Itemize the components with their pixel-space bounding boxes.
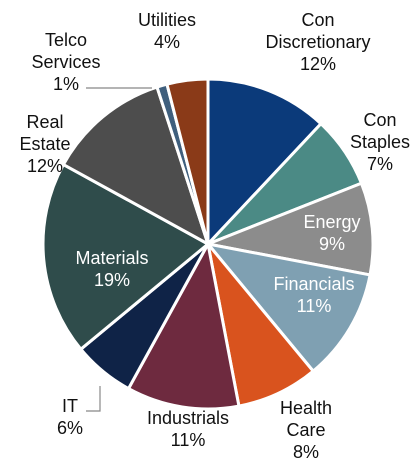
label-health-care: Health Care 8% [280, 398, 332, 462]
label-name-line: Materials [75, 248, 148, 268]
label-name-line: Financials [273, 274, 354, 294]
slice-con-discretionary [206, 77, 323, 246]
label-value: 11% [171, 430, 206, 450]
label-con-staples: Con Staples 7% [350, 110, 410, 174]
slice-utilities [165, 77, 210, 246]
label-con-discretionary: Con Discretionary 12% [265, 10, 370, 74]
label-value: 6% [57, 418, 83, 438]
label-value: 8% [293, 442, 319, 462]
label-utilities: Utilities 4% [138, 10, 196, 52]
label-name-line: Staples [350, 132, 410, 152]
label-value: 11% [297, 296, 332, 316]
label-name-line: Estate [19, 134, 70, 154]
label-name-line: Telco [45, 30, 87, 50]
label-value: 12% [27, 156, 63, 176]
label-name-line: Care [286, 420, 325, 440]
label-materials: Materials 19% [75, 248, 148, 290]
label-name-line: Con [363, 110, 396, 130]
slice-real-estate [61, 85, 210, 246]
label-value: 12% [300, 54, 336, 74]
label-value: 9% [319, 234, 345, 254]
label-name-line: Services [31, 52, 100, 72]
label-name-line: Discretionary [265, 32, 370, 52]
label-name-line: Energy [303, 212, 360, 232]
slice-energy [206, 181, 375, 277]
label-name-line: Con [301, 10, 334, 30]
slice-financials [206, 242, 372, 373]
label-name-line: Real [26, 112, 63, 132]
slice-industrials [127, 242, 241, 411]
leader-lines [86, 87, 152, 412]
label-value: 7% [367, 154, 393, 174]
label-name-line: Industrials [147, 408, 229, 428]
label-industrials: Industrials 11% [147, 408, 229, 450]
label-financials: Financials 11% [273, 274, 354, 316]
leader-line-it [86, 386, 101, 412]
label-value: 1% [53, 74, 79, 94]
pie-slices [41, 77, 375, 411]
label-telco-services: Telco Services 1% [31, 30, 100, 94]
label-value: 4% [154, 32, 180, 52]
label-value: 19% [94, 270, 130, 290]
label-name-line: Utilities [138, 10, 196, 30]
slice-materials [41, 163, 210, 351]
label-energy: Energy 9% [303, 212, 360, 254]
label-name-line: IT [62, 396, 78, 416]
label-real-estate: Real Estate 12% [19, 112, 70, 176]
label-name-line: Health [280, 398, 332, 418]
slice-labels: Con Discretionary 12%Con Staples 7%Energy 9%F… [19, 10, 410, 462]
label-it: IT 6% [57, 396, 83, 438]
